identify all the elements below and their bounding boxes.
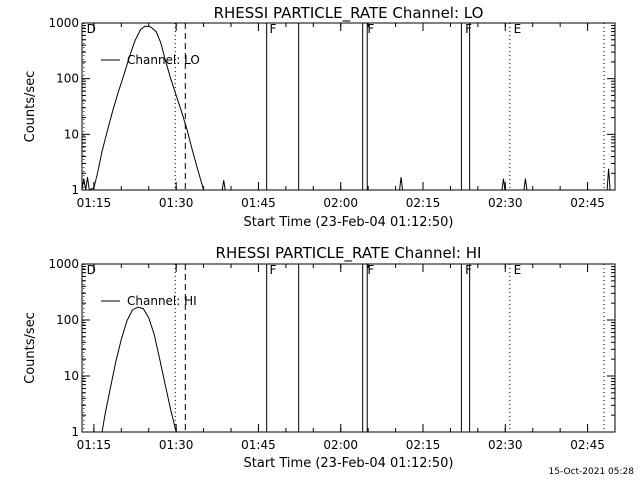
plot-frame — [81, 22, 616, 191]
marker-label: D — [87, 22, 96, 36]
marker-label: F — [367, 22, 374, 36]
y-tick-label: 100 — [56, 313, 79, 327]
y-tick-label: 1 — [71, 425, 79, 439]
marker-label: F — [270, 22, 277, 36]
x-tick-label: 02:45 — [570, 438, 605, 452]
marker-label: F — [367, 263, 374, 277]
series-spike — [606, 168, 611, 191]
series-spike — [523, 178, 528, 191]
chart-panel-1: RHESSI PARTICLE_RATE Channel: LO Start Ti… — [23, 4, 616, 230]
marker-label: F — [465, 263, 472, 277]
marker-label: F — [465, 22, 472, 36]
y-axis-label: Counts/sec — [23, 312, 38, 384]
y-tick-label: 10 — [64, 127, 79, 141]
plot-frame — [81, 263, 616, 433]
x-tick-label: 02:30 — [488, 438, 523, 452]
y-tick-label: 1000 — [48, 257, 79, 271]
y-tick-label: 10 — [64, 369, 79, 383]
x-tick-label: 02:15 — [406, 438, 441, 452]
x-tick-label: 01:30 — [159, 196, 194, 210]
x-tick-label: 01:30 — [159, 438, 194, 452]
x-tick-label: 02:30 — [488, 196, 523, 210]
x-tick-label: 01:45 — [241, 196, 276, 210]
y-tick-label: 100 — [56, 72, 79, 86]
x-tick-label: 01:45 — [241, 438, 276, 452]
chart-title: RHESSI PARTICLE_RATE Channel: LO — [214, 4, 484, 23]
marker-label: D — [87, 263, 96, 277]
x-tick-label: 02:15 — [406, 196, 441, 210]
marker-label: F — [270, 263, 277, 277]
timestamp-text: 15-Oct-2021 05:28 — [549, 467, 635, 477]
chart-title: RHESSI PARTICLE_RATE Channel: HI — [216, 244, 482, 263]
series-spike — [399, 177, 404, 191]
x-tick-label: 02:00 — [323, 438, 358, 452]
x-tick-label: 02:45 — [570, 196, 605, 210]
series-spike — [221, 180, 226, 191]
series-spike — [501, 178, 506, 191]
y-tick-label: 1000 — [48, 16, 79, 30]
marker-label: E — [514, 22, 522, 36]
y-tick-label: 1 — [71, 183, 79, 197]
chart-panel-2: RHESSI PARTICLE_RATE Channel: HI Start Ti… — [23, 244, 616, 471]
series-line-1 — [81, 25, 205, 191]
y-axis-label: Counts/sec — [23, 71, 38, 143]
x-tick-label: 01:15 — [77, 438, 112, 452]
x-tick-label: 02:00 — [323, 196, 358, 210]
marker-label: E — [514, 263, 522, 277]
series-line-2 — [101, 306, 177, 433]
legend-label: Channel: HI — [127, 294, 197, 308]
x-axis-label: Start Time (23-Feb-04 01:12:50) — [244, 456, 454, 471]
x-axis-label: Start Time (23-Feb-04 01:12:50) — [244, 215, 454, 230]
x-tick-label: 01:15 — [77, 196, 112, 210]
legend-label: Channel: LO — [127, 53, 200, 67]
